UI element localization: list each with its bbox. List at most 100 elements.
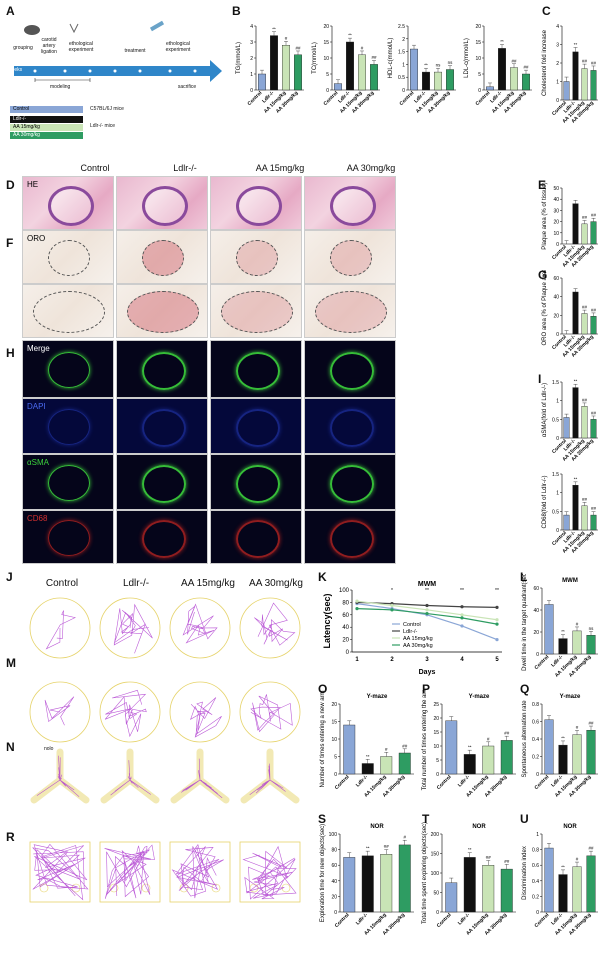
y-tick-label: 0.8 — [532, 848, 539, 854]
y-tick-label: 20 — [433, 716, 439, 722]
bar — [586, 730, 596, 775]
y-tick-label: 2 — [556, 61, 559, 67]
panel-label-f: F — [6, 236, 14, 250]
x-tick-label: 4 — [460, 657, 464, 663]
bar — [398, 752, 411, 775]
vessel-cross-section — [236, 520, 280, 558]
y-tick-label: 60 — [553, 276, 559, 282]
y-tick-label: 1 — [402, 62, 405, 68]
y-tick-label: 20 — [342, 638, 349, 644]
bar — [446, 69, 454, 91]
y-axis-label: HDL-c(mmol/L) — [388, 38, 394, 79]
y-tick-label: 1 — [556, 399, 559, 405]
micrograph-6-0: CD68 — [22, 510, 114, 564]
swim-path — [104, 689, 147, 738]
vessel-cross-section — [48, 409, 90, 445]
y-tick-label: 1 — [556, 491, 559, 497]
vessel-cross-section — [315, 291, 387, 333]
vessel-cross-section — [48, 520, 90, 556]
significance-mark: ** — [468, 847, 472, 852]
bar — [572, 734, 582, 775]
maze-track-1-2 — [169, 681, 231, 743]
panel-label-u: U — [520, 812, 529, 826]
maze-track-0-1 — [99, 597, 161, 659]
chart-oro-area: ORO area (% of Plaque area) 0204060Contro… — [542, 270, 598, 359]
legend-control: Control — [10, 106, 83, 113]
y-tick-label: 3 — [556, 43, 559, 49]
significance-mark: # — [361, 45, 364, 50]
vessel-cross-section — [142, 186, 188, 226]
object-zone — [141, 883, 151, 893]
maze-track-0-3 — [239, 597, 301, 659]
micrograph-6-2 — [210, 510, 302, 564]
maze-track-3-2 — [169, 841, 231, 903]
maze-col-ldlr: Ldlr-/- — [122, 578, 150, 589]
legend-aa30: AA 30mg/kg — [10, 132, 83, 139]
legend-label: AA 30mg/kg — [403, 643, 433, 649]
maze-col-aa30: AA 30mg/kg — [249, 578, 303, 589]
vessel-cross-section — [48, 186, 94, 226]
y-axis-label: Cholesterol fold increase — [542, 29, 548, 96]
swim-path — [45, 610, 77, 650]
significance-mark: # — [403, 835, 406, 840]
bar — [398, 844, 411, 913]
vessel-cross-section — [142, 465, 186, 503]
significance-mark: ** — [468, 745, 472, 750]
series-point — [390, 603, 394, 608]
micrograph-4-0: DAPI — [22, 398, 114, 454]
panel-label-i: I — [538, 372, 542, 386]
chart-hdl: HDL-c(mmol/L)00.511.522.5Control**Ldlr-/… — [388, 24, 456, 115]
y-tick-label: 40 — [342, 625, 349, 631]
y-tick-label: 20 — [323, 24, 329, 30]
bar — [445, 720, 458, 775]
vessel-cross-section — [236, 409, 280, 447]
bar — [258, 73, 266, 91]
vessel-cross-section — [330, 465, 374, 503]
significance-mark: # — [576, 725, 579, 730]
bar — [558, 874, 568, 913]
y-axis-label: TG(mmol/L) — [236, 42, 242, 74]
y-axis-label: Dwell time in the target quadrant(sec) — [522, 574, 528, 671]
y-tick-label: 5 — [334, 755, 337, 761]
y-tick-label: 20 — [331, 894, 337, 900]
step-ethological-1: ethological experiment — [68, 41, 94, 53]
maze-col-control: Control — [45, 578, 79, 589]
significance-mark: ** — [495, 588, 499, 594]
x-tick-label: 2 — [390, 657, 394, 663]
syringe-icon — [149, 20, 165, 32]
stain-label: Merge — [27, 344, 50, 353]
y-tick-label: 1 — [536, 832, 539, 838]
bar — [590, 514, 597, 531]
y-tick-label: 15 — [475, 40, 481, 46]
y-tick-label: 1.5 — [552, 380, 559, 386]
series-point — [460, 624, 464, 628]
arena-boundary — [239, 841, 301, 903]
y-tick-label: 0 — [536, 772, 539, 778]
panel-label-r: R — [6, 830, 15, 844]
vessel-cross-section — [48, 352, 90, 388]
panel-label-o: O — [318, 682, 328, 696]
stain-label: DAPI — [27, 402, 46, 411]
series-point — [495, 605, 499, 609]
y-tick-label: 4 — [250, 24, 253, 30]
bar — [590, 419, 597, 439]
maze-track-3-3 — [239, 841, 301, 903]
bar — [572, 387, 579, 439]
y-axis-label: Plaque area (% of tissue) — [542, 182, 548, 249]
object-zone — [211, 883, 221, 893]
legend-aa15: AA 15mg/kg — [10, 124, 83, 131]
step-sacrifice: sacrifice — [177, 84, 197, 90]
y-axis-label: Latency(sec) — [322, 593, 332, 648]
step-treatment: treatment — [124, 48, 146, 54]
micrograph-4-1 — [116, 398, 208, 454]
significance-mark: ## — [588, 721, 594, 726]
y-tick-label: 0 — [402, 88, 405, 94]
swim-path — [44, 696, 75, 726]
swim-path — [104, 844, 155, 899]
y-tick-label: 30 — [553, 208, 559, 214]
object-zone — [109, 883, 119, 893]
swim-path — [36, 755, 80, 797]
maze-track-1-0 — [29, 681, 91, 743]
significance-mark: ## — [371, 55, 377, 60]
y-tick-label: 40 — [331, 879, 337, 885]
